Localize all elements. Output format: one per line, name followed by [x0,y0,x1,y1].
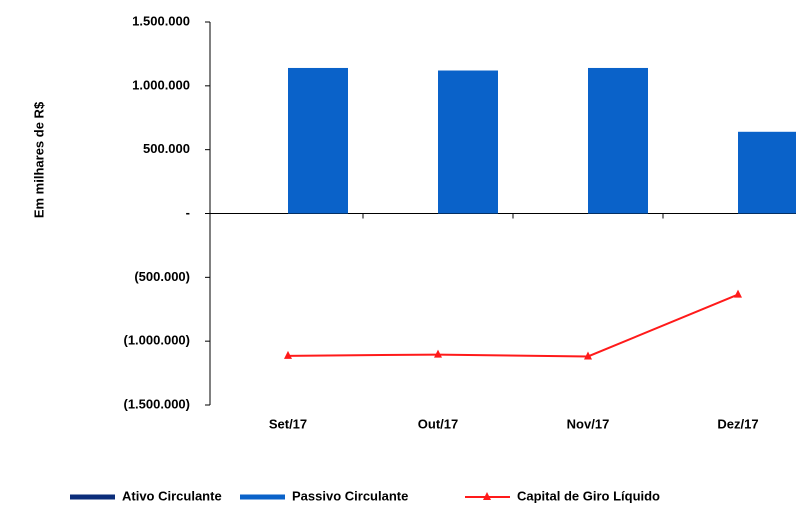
x-tick-label: Dez/17 [717,416,758,431]
marker [734,289,742,298]
y-tick-label: 1.000.000 [132,77,190,92]
y-tick-label: (1.000.000) [124,333,191,348]
y-tick-label: (500.000) [134,269,190,284]
line [287,293,739,358]
y-tick-label: 1.500.000 [132,13,190,28]
bar [288,67,348,214]
y-tick-label: 500.000 [143,141,190,156]
bar [588,67,648,214]
y-tick-label: - [186,205,190,220]
y-tick-label: (1.500.000) [124,396,191,411]
y-axis-label: Em milhares de R$ [31,101,46,218]
marker [284,350,292,359]
x-tick-label: Nov/17 [567,416,610,431]
legend-label: Ativo Circulante [122,488,222,503]
legend-label: Passivo Circulante [292,488,408,503]
legend-marker [483,492,491,500]
bar [438,70,498,214]
marker [434,349,442,358]
legend-label: Capital de Giro Líquido [517,488,660,503]
bar [738,131,796,214]
marker [584,351,592,360]
x-tick-label: Set/17 [269,416,307,431]
x-tick-label: Out/17 [418,416,458,431]
